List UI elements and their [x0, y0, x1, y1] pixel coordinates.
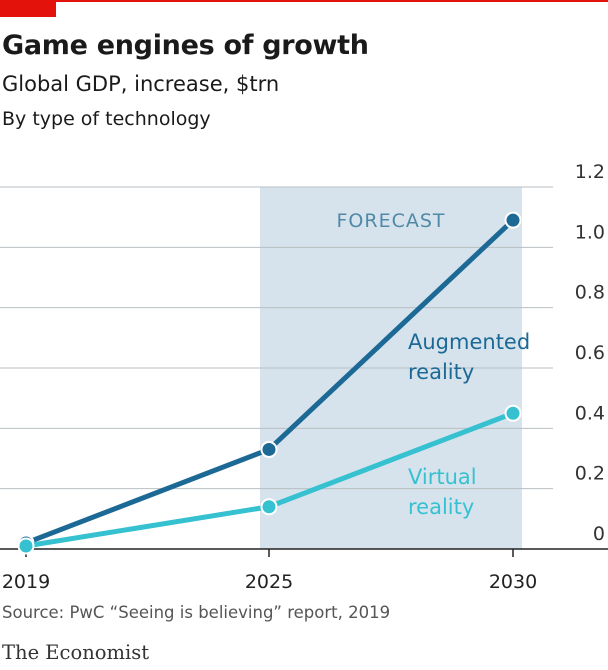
x-tick-label: 2030 — [489, 571, 537, 593]
y-tick-label: 0 — [593, 523, 605, 545]
x-tick-label: 2019 — [2, 571, 50, 593]
series-label: reality — [408, 360, 474, 384]
data-point — [504, 404, 522, 422]
source-note: Source: PwC “Seeing is believing” report… — [2, 603, 391, 622]
y-tick-label: 1.0 — [575, 221, 605, 243]
y-tick-label: 1.2 — [575, 161, 605, 183]
chart-subtitle-secondary: By type of technology — [2, 108, 211, 130]
y-tick-label: 0.8 — [575, 282, 605, 304]
y-tick-label: 0.2 — [575, 463, 605, 485]
y-tick-label: 0.4 — [575, 402, 605, 424]
brand-logo: The Economist — [2, 641, 150, 664]
y-tick-label: 0.6 — [575, 342, 605, 364]
series-label: Virtual — [408, 465, 477, 489]
data-point — [17, 537, 35, 555]
brand-tag — [0, 0, 56, 17]
top-rule — [0, 0, 608, 2]
data-point — [504, 211, 522, 229]
data-point — [260, 498, 278, 516]
series-label: reality — [408, 495, 474, 519]
chart-subtitle: Global GDP, increase, $trn — [2, 72, 280, 96]
line-chart: FORECAST 0 0.2 0.4 0.6 0.8 1.0 1.2 2019 2025 2030 A… — [0, 161, 608, 593]
chart-title: Game engines of growth — [2, 30, 369, 61]
series-label: Augmented — [408, 330, 530, 354]
data-point — [260, 440, 278, 458]
forecast-label: FORECAST — [336, 210, 445, 232]
x-tick-label: 2025 — [245, 571, 293, 593]
